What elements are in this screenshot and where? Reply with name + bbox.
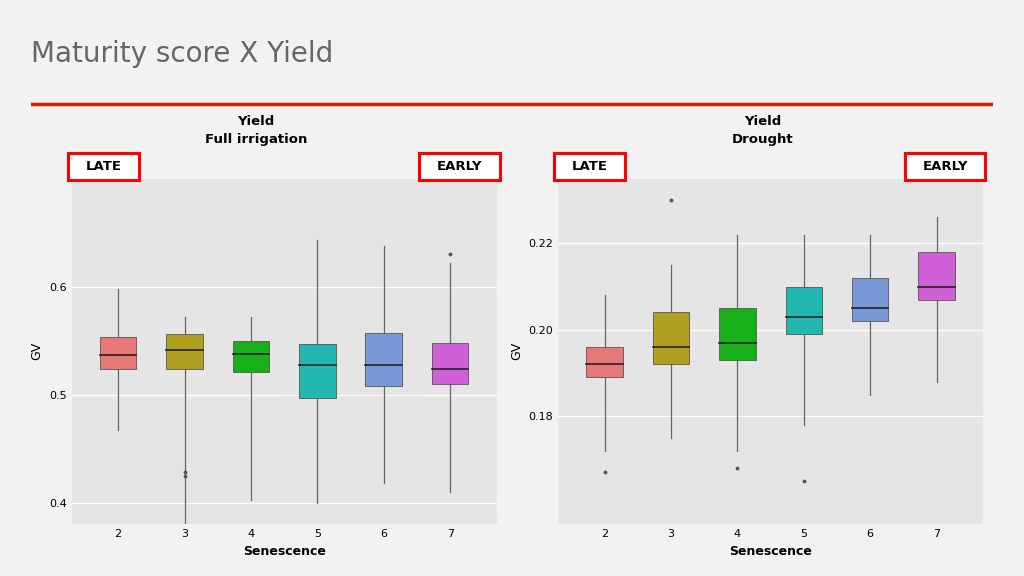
FancyBboxPatch shape — [420, 153, 500, 180]
Bar — [852, 278, 889, 321]
Text: LATE: LATE — [85, 160, 122, 173]
Text: Yield
Drought: Yield Drought — [732, 115, 794, 146]
Text: EARLY: EARLY — [923, 160, 968, 173]
X-axis label: Senescence: Senescence — [243, 544, 326, 558]
Bar — [232, 340, 269, 372]
Bar — [919, 252, 954, 300]
Text: Maturity score X Yield: Maturity score X Yield — [31, 40, 333, 69]
Bar — [166, 334, 203, 369]
Text: Yield
Full irrigation: Yield Full irrigation — [205, 115, 307, 146]
Y-axis label: GV: GV — [510, 342, 523, 361]
FancyBboxPatch shape — [68, 153, 139, 180]
Bar — [652, 312, 689, 364]
Bar — [100, 338, 136, 369]
X-axis label: Senescence: Senescence — [729, 544, 812, 558]
Bar — [719, 308, 756, 360]
Text: EARLY: EARLY — [437, 160, 482, 173]
Bar — [299, 344, 336, 398]
Text: LATE: LATE — [571, 160, 608, 173]
FancyBboxPatch shape — [554, 153, 626, 180]
FancyBboxPatch shape — [905, 153, 985, 180]
Y-axis label: GV: GV — [31, 342, 43, 361]
Bar — [366, 333, 402, 386]
Bar — [432, 343, 468, 384]
Bar — [587, 347, 623, 377]
Bar — [785, 287, 822, 334]
